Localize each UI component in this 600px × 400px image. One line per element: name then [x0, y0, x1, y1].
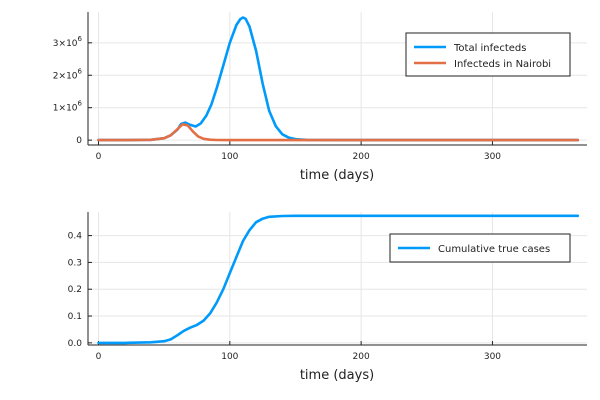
x-tick-label: 0	[96, 352, 102, 362]
ticks-top: 0 100 200 300 0 1×106 2×106 3×106	[53, 35, 502, 162]
series-top	[97, 16, 580, 142]
x-tick-label: 300	[484, 152, 501, 162]
ticks-bottom: 0 100 200 300 0.0 0.1 0.2 0.3 0.4	[68, 232, 502, 362]
y-tick-label: 3×106	[53, 35, 83, 49]
y-tick-label: 0.3	[68, 258, 82, 268]
legend-label-cumulative-true-cases: Cumulative true cases	[438, 244, 550, 255]
gridlines-bottom	[88, 212, 587, 345]
series-line-infecteds-in-nairobi	[97, 122, 580, 142]
legend-bottom: Cumulative true cases	[389, 233, 571, 263]
panel-top: 0 100 200 300 0 1×106 2×106 3×106 time (days) T…	[53, 12, 587, 183]
y-tick-label: 2×106	[53, 67, 83, 81]
gridlines-top	[88, 12, 587, 145]
x-tick-label: 100	[221, 152, 238, 162]
x-tick-label: 200	[353, 352, 370, 362]
y-tick-label: 0.1	[68, 312, 82, 322]
legend-label-infecteds-in-nairobi: Infecteds in Nairobi	[454, 59, 551, 70]
x-axis-label-bottom: time (days)	[300, 368, 374, 383]
x-tick-label: 200	[353, 152, 370, 162]
x-tick-label: 100	[221, 352, 238, 362]
y-tick-label: 1×106	[53, 100, 83, 114]
y-tick-label: 0.4	[68, 232, 83, 242]
x-axis-label-top: time (days)	[300, 168, 374, 183]
x-tick-label: 0	[96, 152, 102, 162]
series-line-cumulative-true-cases	[97, 214, 580, 345]
legend-top: Total infecteds Infecteds in Nairobi	[405, 32, 571, 77]
y-tick-label: 0.2	[68, 285, 82, 295]
legend-label-total-infecteds: Total infecteds	[453, 43, 526, 54]
series-bottom	[97, 214, 580, 345]
y-tick-label: 0	[76, 136, 82, 146]
y-tick-label: 0.0	[68, 339, 83, 349]
legend-box-top	[405, 32, 571, 77]
x-tick-label: 300	[484, 352, 501, 362]
panel-bottom: 0 100 200 300 0.0 0.1 0.2 0.3 0.4 time (days) Cu…	[68, 212, 587, 383]
